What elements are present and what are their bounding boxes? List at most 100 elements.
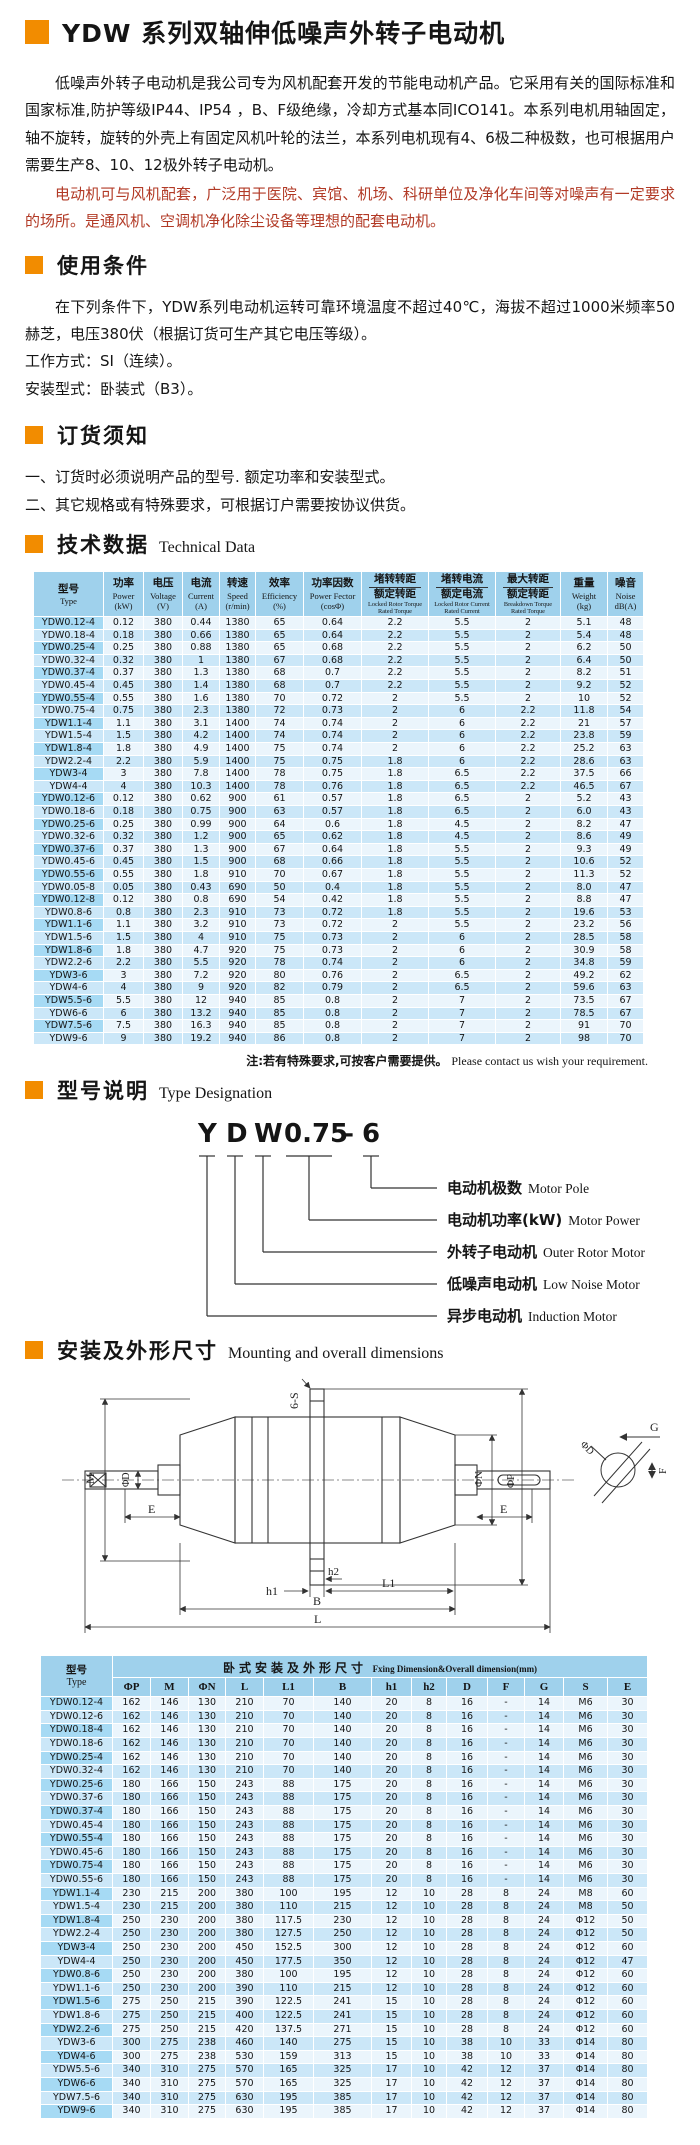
row-value: 20 (371, 1818, 412, 1834)
row-value: 250 (313, 1927, 372, 1942)
row-value: 150 (188, 1791, 226, 1807)
row-value: 200 (188, 1913, 226, 1929)
row-value: 64 (255, 817, 304, 832)
row-value: 30 (606, 1791, 649, 1807)
dim-h1-label: h1 (266, 1584, 278, 1598)
table-row: YDW0.18-4 0.18 380 0.66 1380 65 0.64 2.2 5.5 2 5.4… (33, 628, 644, 643)
row-type: YDW0.8-6 (40, 1968, 113, 1983)
row-value: Φ12 (563, 2008, 608, 2024)
section-title-ordering: 订货须知 (57, 423, 149, 448)
row-value: 380 (143, 1006, 183, 1021)
row-value: 73 (255, 918, 304, 932)
row-value: M6 (563, 1845, 608, 1861)
row-value: 380 (143, 842, 183, 857)
tech-col-header: 转速 Speed (r/min) (219, 571, 256, 618)
row-value: 28 (446, 1981, 488, 1997)
row-value: 37 (524, 2063, 564, 2078)
row-value: 75 (255, 930, 304, 945)
table-row: YDW0.05-8 0.05 380 0.43 690 50 0.4 1.8 5.5 2 8.0 47 (33, 880, 644, 895)
row-value: 250 (112, 1913, 151, 1929)
row-type: YDW1.1-6 (40, 1981, 113, 1997)
row-value: 940 (219, 993, 256, 1008)
row-type: YDW9-6 (33, 1031, 104, 1046)
row-value: 0.79 (303, 981, 362, 995)
row-value: 110 (263, 1981, 314, 1997)
row-value: 250 (112, 1954, 151, 1970)
table-note-cn: 注:若有特殊要求,可按客户需要提供。 (246, 1054, 448, 1069)
row-value: 80 (606, 2049, 649, 2065)
row-value: 940 (219, 1019, 256, 1033)
table-row: YDW1.1-4 230 215 200 380 100 195 12 10 28 8 24 M8 60 (40, 1886, 649, 1902)
row-value: 16 (446, 1737, 488, 1752)
row-value: 38 (446, 2036, 488, 2051)
dim-B-label: B (313, 1594, 321, 1608)
dim-col-header: E (606, 1677, 649, 1698)
table-row: YDW0.8-6 250 230 200 380 100 195 12 10 28 8 24 Φ12 60 (40, 1968, 649, 1983)
dim-group-header: 卧式安装及外形尺寸 Fxing Dimension&Overall dimens… (111, 1655, 649, 1679)
row-type: YDW0.18-4 (40, 1723, 113, 1739)
row-value: 150 (188, 1832, 226, 1847)
row-value: 28 (446, 1968, 488, 1983)
row-value: 2 (495, 981, 561, 995)
row-value: 340 (112, 2063, 151, 2078)
section-header-mounting: 安装及外形尺寸 Mounting and overall dimensions (25, 1335, 700, 1365)
row-type: YDW0.18-6 (33, 805, 104, 819)
table-row: YDW0.55-6 180 166 150 243 88 175 20 8 16-14 M6 30 (40, 1873, 649, 1888)
row-value: 5.5 (428, 918, 496, 932)
row-value: 15 (371, 1995, 412, 2010)
dim-M-label: M (83, 1473, 97, 1484)
row-value: 300 (112, 2049, 151, 2065)
row-value: 0.44 (182, 616, 220, 630)
dimension-table-group-header: 型号 Type 卧式安装及外形尺寸 Fxing Dimension&Overal… (40, 1655, 649, 1698)
row-value: 12 (487, 2063, 525, 2078)
row-value: 140 (263, 2036, 314, 2051)
row-value: 6.2 (560, 641, 608, 655)
row-value: 0.8 (303, 1019, 362, 1033)
row-value: 2 (495, 880, 561, 895)
row-value: 68 (255, 855, 304, 869)
row-value: 8 (487, 1940, 525, 1956)
row-value: 920 (219, 943, 256, 958)
row-value: 1.8 (361, 842, 429, 857)
row-value: 2.2 (361, 616, 429, 630)
row-value: 117.5 (263, 1913, 314, 1929)
row-value: 28 (446, 1940, 488, 1956)
row-value: 0.45 (103, 855, 144, 869)
row-value: 63 (607, 754, 644, 769)
row-value: 8 (487, 1886, 525, 1902)
row-value: 175 (313, 1845, 372, 1861)
row-value: 0.72 (303, 918, 362, 932)
row-value: 0.76 (303, 779, 362, 794)
row-value: 195 (313, 1968, 372, 1983)
row-value: 59 (607, 729, 644, 744)
section-header-usage: 使用条件 (25, 250, 700, 280)
section-title-usage: 使用条件 (57, 253, 149, 278)
row-value: 215 (313, 1981, 372, 1997)
row-value: 0.8 (182, 893, 220, 907)
table-row: YDW0.32-4 0.32 380 1 1380 67 0.68 2.2 5.5 2 6.4 50 (33, 653, 644, 668)
row-value: 59 (607, 956, 644, 970)
row-value: 10 (411, 2090, 447, 2106)
row-value: M6 (563, 1832, 608, 1847)
row-value: 38 (446, 2049, 488, 2065)
row-value: 450 (225, 1954, 264, 1970)
tech-col-header: 堵转电流 额定电流 Locked Rotor Current Rated Curre… (428, 571, 496, 618)
table-row: YDW1.5-4 230 215 200 380 110 215 12 10 28 8 24 M8 50 (40, 1900, 649, 1915)
row-value: 16 (446, 1750, 488, 1766)
row-value: 241 (313, 2008, 372, 2024)
row-value: 16 (446, 1764, 488, 1779)
row-type: YDW1.5-6 (33, 930, 104, 945)
table-row: YDW3-6 300 275 238 460 140 275 15 10 38 10 33 Φ14 80 (40, 2036, 649, 2051)
row-value: 2 (495, 641, 561, 655)
row-value: 4.5 (428, 830, 496, 844)
row-value: 1.1 (103, 716, 144, 731)
row-value: 33 (524, 2049, 564, 2065)
row-value: 150 (188, 1873, 226, 1888)
row-value: 58 (607, 943, 644, 958)
row-value: 42 (446, 2076, 488, 2092)
row-value: Φ14 (563, 2036, 608, 2051)
row-value: 275 (112, 2008, 151, 2024)
row-type: YDW0.55-6 (40, 1873, 113, 1888)
row-value: 380 (143, 716, 183, 731)
